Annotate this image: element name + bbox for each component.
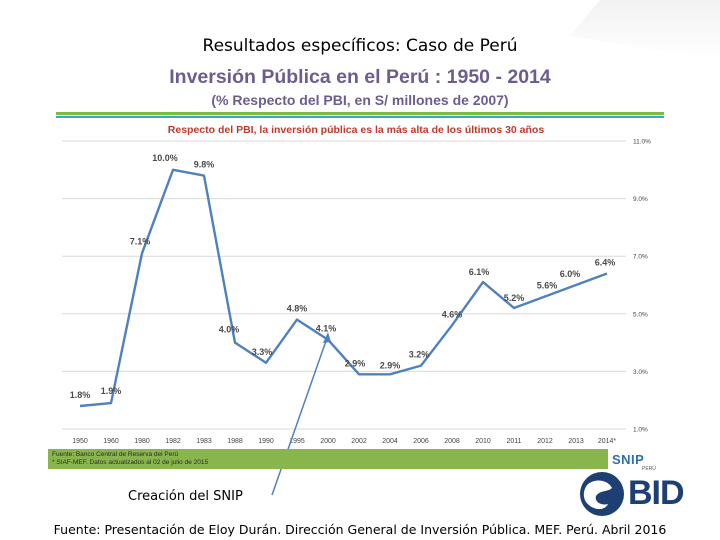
- x-tick-label: 1988: [227, 438, 243, 445]
- data-label: 6.4%: [595, 257, 616, 267]
- data-label: 4.1%: [316, 324, 337, 334]
- snip-logo-sub: PERÚ: [642, 466, 656, 472]
- y-tick-label: 3.0%: [633, 369, 648, 376]
- x-tick-label: 2012: [537, 438, 553, 445]
- source-band: [48, 449, 608, 469]
- x-tick-label: 2014*: [598, 438, 617, 445]
- data-label: 10.0%: [152, 153, 178, 163]
- x-tick-label: 2008: [444, 438, 460, 445]
- x-tick-label: 1960: [103, 438, 119, 445]
- data-labels: 1.8% 1.9% 7.1% 10.0% 9.8% 4.0% 3.3% 4.8% 4.1% 2.9…: [70, 153, 616, 400]
- bid-logo-text: BID: [628, 474, 685, 512]
- series-line: [79, 168, 608, 408]
- chart-title: Inversión Pública en el Perú : 1950 - 20…: [169, 66, 551, 88]
- x-tick-label: 2013: [568, 438, 584, 445]
- data-label: 3.2%: [409, 350, 430, 360]
- chart-subtitle: (% Respecto del PBI, en S/ millones de 2…: [211, 92, 509, 108]
- x-tick-label: 2011: [506, 438, 521, 445]
- snip-logo: SNIP: [612, 452, 645, 467]
- bid-globe-icon: [580, 472, 624, 516]
- y-axis-ticks: 1.0% 3.0% 5.0% 7.0% 9.0% 11.0%: [633, 139, 651, 434]
- x-tick-label: 1950: [72, 438, 88, 445]
- x-tick-label: 2010: [475, 438, 491, 445]
- arrow-shaft: [271, 337, 328, 496]
- x-tick-label: 1995: [289, 438, 305, 445]
- x-axis-ticks: 1950 1960 1980 1982 1983 1988 1990 1995 2000 2002…: [72, 438, 616, 445]
- x-tick-label: 1983: [196, 438, 212, 445]
- x-tick-label: 2004: [382, 438, 398, 445]
- snip-annotation: Creación del SNIP: [128, 489, 243, 504]
- title-divider-blue: [56, 116, 664, 118]
- x-tick-label: 1982: [165, 438, 181, 445]
- data-label: 4.0%: [219, 325, 240, 335]
- x-tick-label: 1980: [134, 438, 150, 445]
- data-label: 9.8%: [194, 160, 215, 170]
- y-tick-label: 1.0%: [633, 427, 648, 434]
- data-label: 1.8%: [70, 390, 91, 400]
- x-tick-label: 2002: [351, 438, 367, 445]
- y-tick-label: 7.0%: [633, 254, 648, 261]
- title-divider-green: [56, 112, 664, 115]
- data-label: 3.3%: [252, 347, 273, 357]
- slide-title: Resultados específicos: Caso de Perú: [202, 36, 518, 56]
- data-label: 5.2%: [504, 293, 525, 303]
- data-label: 6.0%: [560, 269, 581, 279]
- data-label: 4.6%: [442, 309, 463, 319]
- footer-source: Fuente: Presentación de Eloy Durán. Dire…: [53, 522, 667, 537]
- data-label: 6.1%: [469, 267, 490, 277]
- x-tick-label: 2000: [320, 438, 336, 445]
- snip-arrow: [271, 332, 331, 496]
- data-label: 2.9%: [345, 358, 366, 368]
- data-label: 5.6%: [537, 281, 558, 291]
- y-tick-label: 9.0%: [633, 196, 648, 203]
- source-line-2: * SIAF-MEF. Datos actualizados al 02 de …: [52, 459, 209, 466]
- y-tick-label: 11.0%: [633, 139, 651, 146]
- x-tick-label: 2006: [413, 438, 429, 445]
- y-tick-label: 5.0%: [633, 311, 648, 318]
- data-label: 4.8%: [287, 304, 308, 314]
- grid: [62, 140, 626, 430]
- data-label: 1.9%: [101, 386, 122, 396]
- data-label: 7.1%: [130, 236, 151, 246]
- chart-headline: Respecto del PBI, la inversión pública e…: [168, 124, 545, 136]
- arrow-head: [323, 332, 331, 343]
- data-label: 2.9%: [380, 360, 401, 370]
- series-polyline: [79, 168, 608, 408]
- source-line-1: Fuente: Banco Central de Reserva del Per…: [52, 451, 179, 458]
- x-tick-label: 1990: [258, 438, 274, 445]
